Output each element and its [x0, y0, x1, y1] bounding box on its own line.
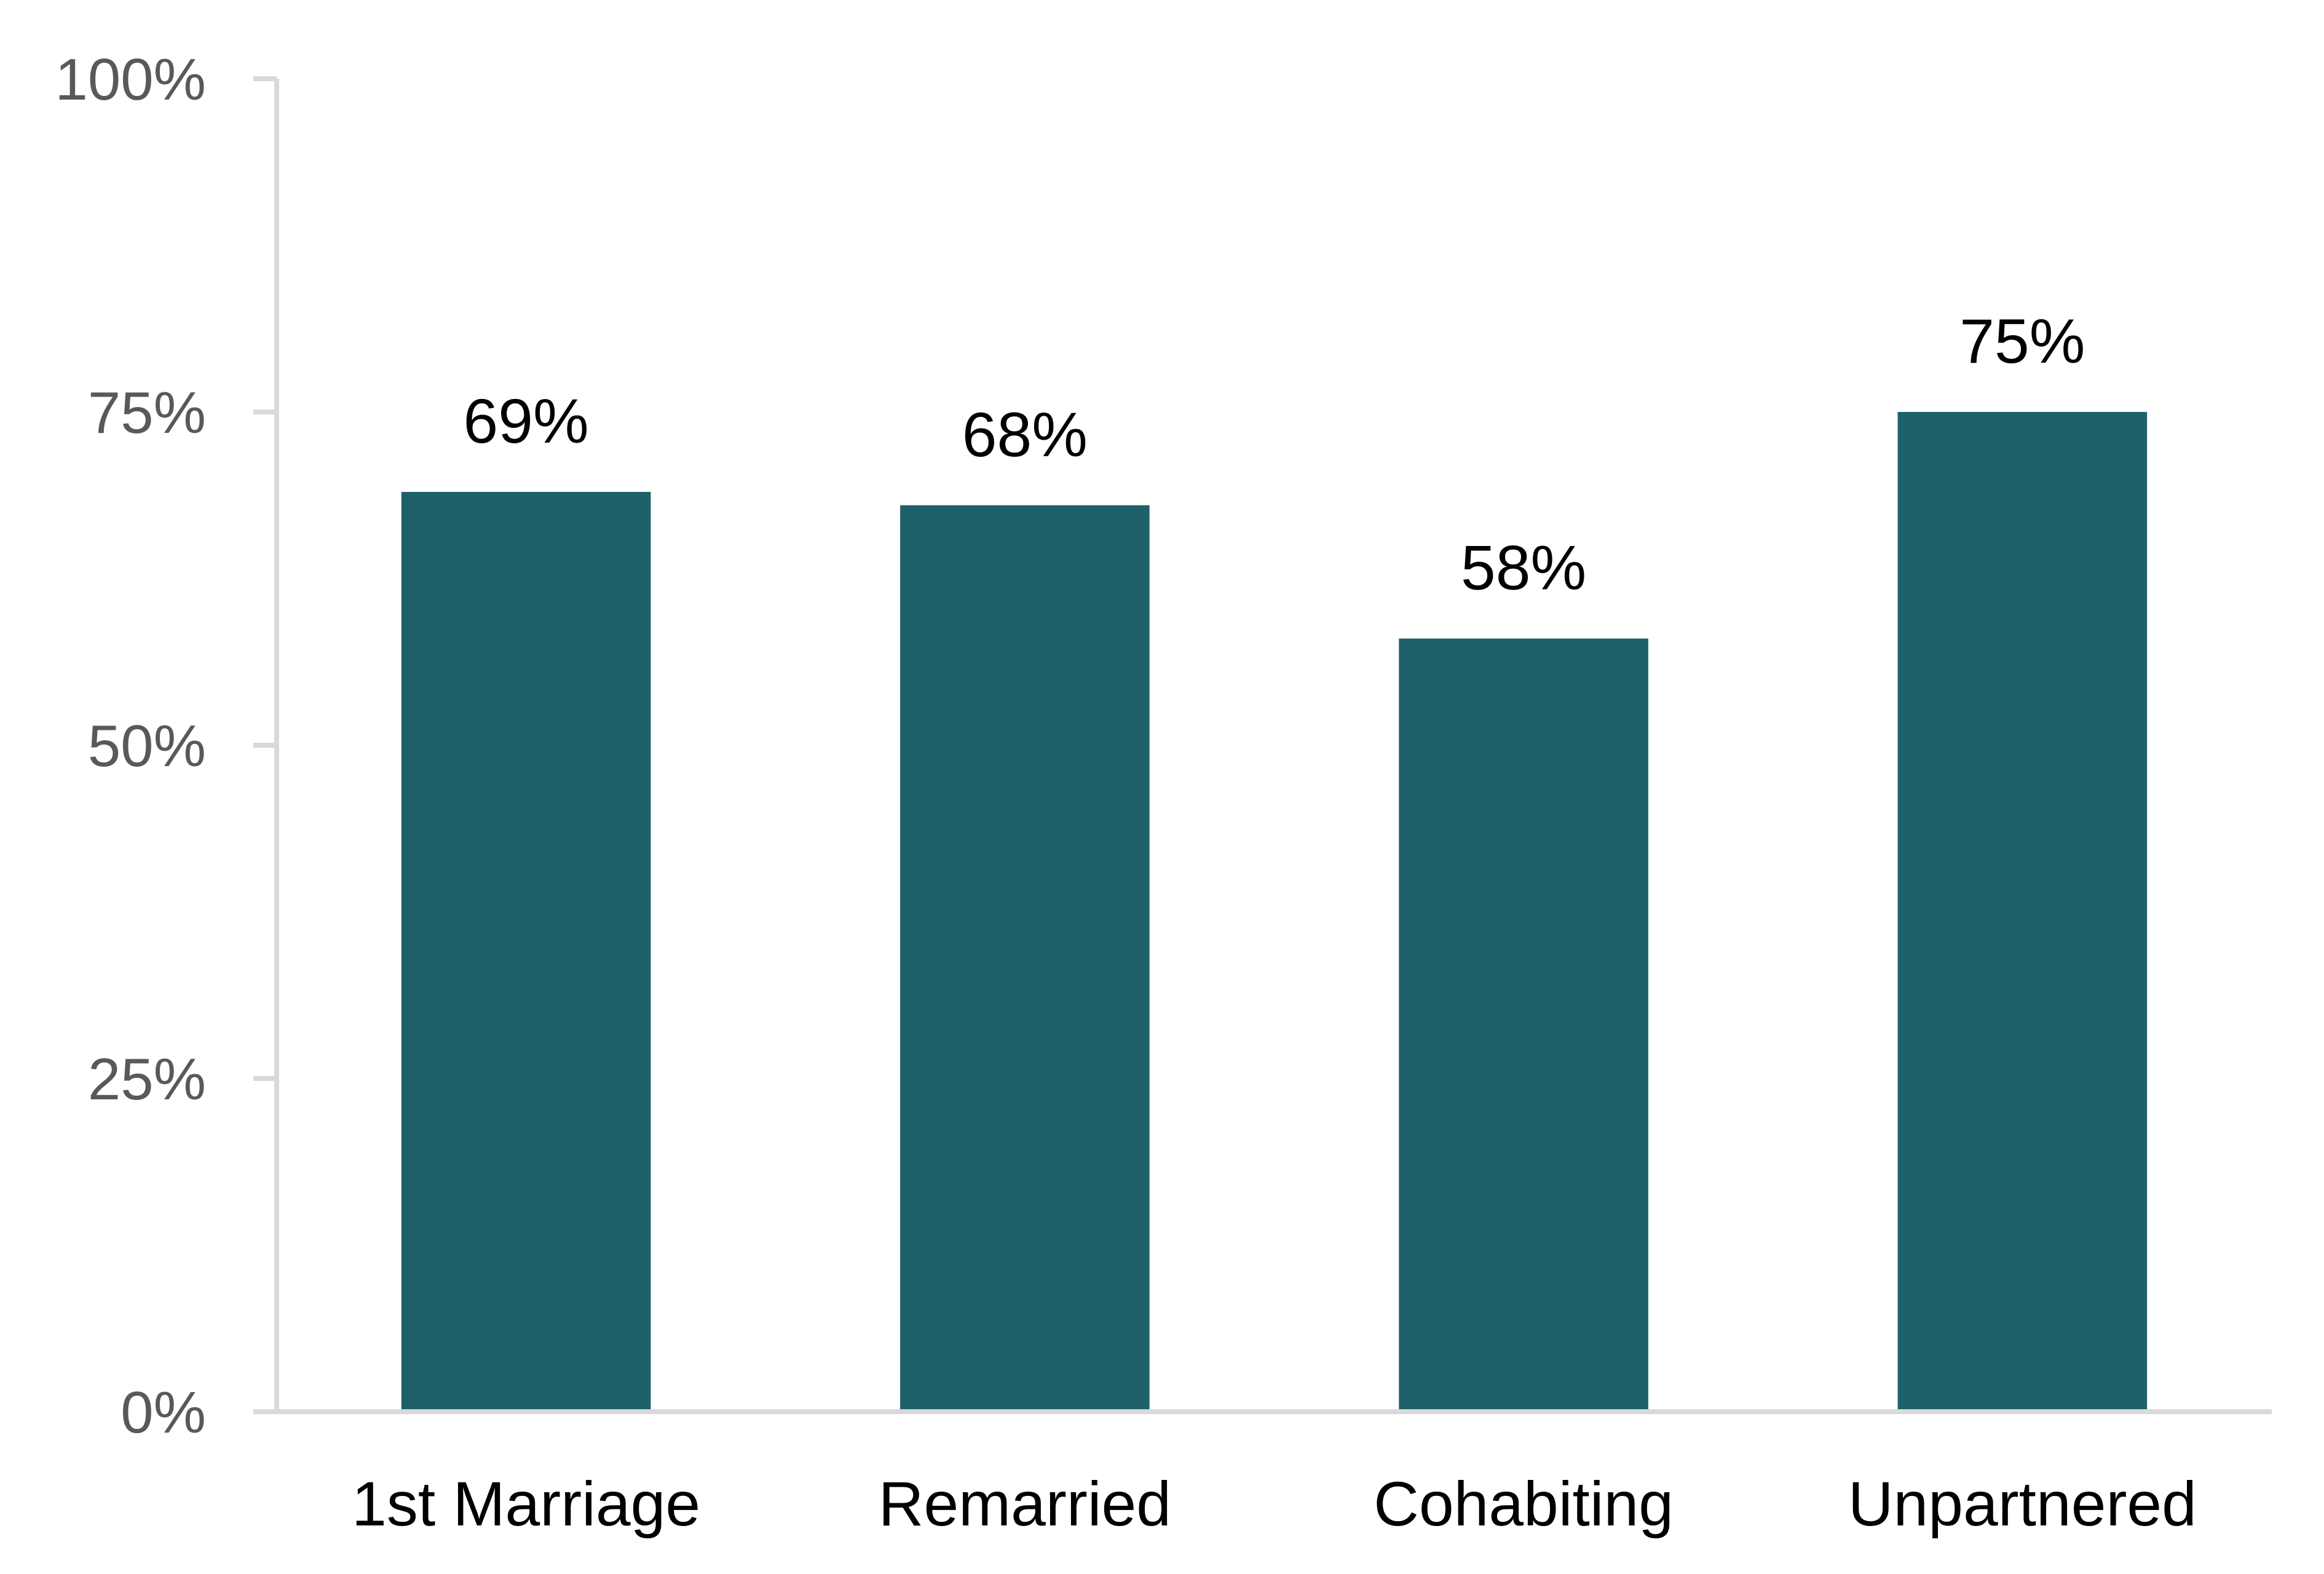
y-tick-label: 25%	[88, 1046, 206, 1112]
data-label: 68%	[962, 400, 1088, 470]
data-label: 75%	[1959, 306, 2085, 376]
x-category-label: Remarried	[879, 1469, 1171, 1539]
x-axis: 1st Marriage Remarried Cohabiting Unpartner…	[253, 1409, 2272, 1539]
bar	[900, 505, 1150, 1409]
bar	[401, 492, 651, 1409]
bar	[1897, 412, 2148, 1409]
x-category-label: Cohabiting	[1373, 1469, 1674, 1539]
y-tick-label: 50%	[88, 713, 206, 779]
data-label: 58%	[1461, 533, 1586, 603]
data-label: 69%	[464, 386, 589, 456]
y-tick-label: 100%	[55, 47, 206, 113]
bars	[401, 412, 2148, 1409]
y-tick-label: 0%	[121, 1380, 206, 1445]
y-tick-label: 75%	[88, 380, 206, 446]
data-labels: 69% 68% 58% 75%	[464, 306, 2085, 603]
x-category-label: 1st Marriage	[352, 1469, 700, 1539]
bar	[1399, 638, 1648, 1409]
y-axis: 0% 25% 50% 75% 100%	[55, 47, 279, 1445]
x-category-label: Unpartnered	[1848, 1469, 2197, 1539]
